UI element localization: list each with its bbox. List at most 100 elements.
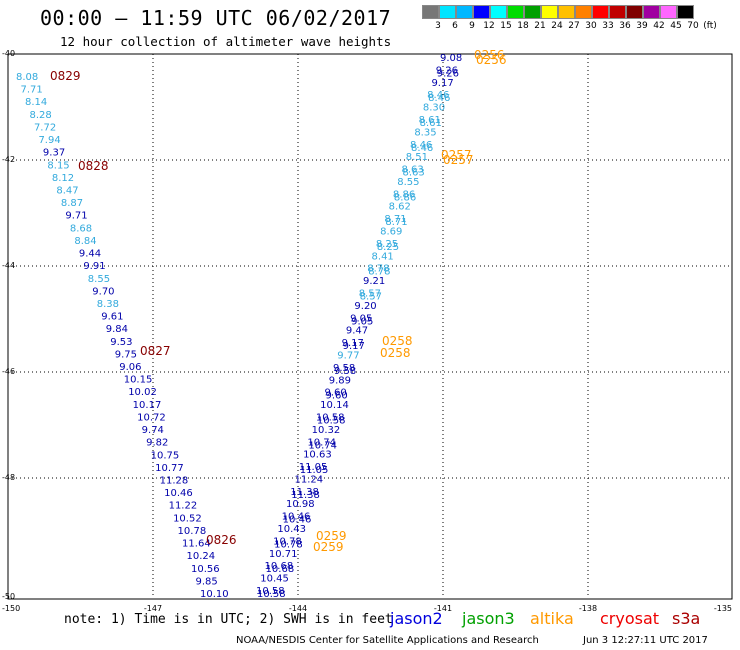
orbit-label-right: 0259 — [316, 529, 347, 543]
swh-label-left: 9.75 — [115, 349, 137, 360]
orbit-label-right: 0256 — [474, 48, 505, 62]
swh-label-right: 8.86 — [393, 189, 415, 200]
swh-label-right-overlap: 8.78 — [368, 267, 390, 278]
swh-label-right-overlap: 9.26 — [437, 68, 459, 79]
swh-label-right: 10.71 — [269, 549, 298, 560]
longitude-label: -144 — [289, 604, 307, 613]
legend-swatch — [524, 5, 541, 19]
swh-label-left: 10.72 — [137, 412, 166, 423]
legend-tick-label: 70 — [687, 21, 699, 31]
swh-label-right: 10.46 — [282, 512, 311, 523]
swh-label-left: 11.28 — [160, 476, 189, 487]
swh-label-right: 9.89 — [329, 375, 351, 386]
swh-label-right-overlap: 8.61 — [420, 118, 442, 129]
swh-label-right: 10.68 — [265, 561, 294, 572]
orbit-label-left: 0828 — [78, 159, 109, 173]
map-frame — [7, 53, 733, 600]
legend-swatch — [456, 5, 473, 19]
swh-label-left: 11.22 — [169, 501, 198, 512]
legend-tick-label: 42 — [653, 21, 665, 31]
swh-label-left: 10.02 — [128, 387, 157, 398]
orbit-label-left: 0829 — [50, 69, 81, 83]
swh-label-right-overlap: 10.58 — [317, 415, 346, 426]
map-subtitle: 12 hour collection of altimeter wave hei… — [60, 34, 392, 49]
swh-label-right: 8.41 — [372, 251, 394, 262]
legend-tick-label: 30 — [585, 21, 597, 31]
latitude-label: -48 — [2, 473, 15, 482]
swh-label-right: 9.21 — [363, 276, 385, 287]
legend-tick-label: 24 — [551, 21, 563, 31]
footer-note: note: 1) Time is in UTC; 2) SWH is in fe… — [64, 612, 393, 627]
longitude-label: -141 — [434, 604, 452, 613]
swh-label-right-overlap: 8.86 — [394, 192, 416, 203]
swh-label-right: 8.46 — [427, 90, 449, 101]
swh-label-right: 8.62 — [389, 202, 411, 213]
orbit-label-right: 0257 — [441, 148, 472, 162]
swh-label-right: 10.43 — [277, 524, 306, 535]
swh-label-right: 8.57 — [359, 289, 381, 300]
swh-label-right-overlap: 8.71 — [385, 217, 407, 228]
swh-label-left: 10.15 — [124, 375, 153, 386]
legend-tick-label: 3 — [435, 21, 441, 31]
swh-label-right: 10.58 — [316, 412, 345, 423]
legend-tick-label: 33 — [602, 21, 614, 31]
orbit-label-right: 0258 — [382, 334, 413, 348]
legend-swatch — [490, 5, 507, 19]
swh-label-left: 7.72 — [34, 122, 56, 133]
swh-label-right: 10.45 — [260, 574, 289, 585]
legend-swatch — [558, 5, 575, 19]
timestamp-text: Jun 3 12:27:11 UTC 2017 — [583, 635, 708, 646]
swh-label-right: 9.20 — [354, 301, 376, 312]
satellite-label: cryosat — [600, 609, 660, 628]
swh-label-left: 7.71 — [20, 85, 42, 96]
swh-label-left: 10.75 — [151, 450, 180, 461]
swh-label-right: 9.58 — [333, 363, 355, 374]
swh-label-left: 10.10 — [200, 589, 229, 600]
legend-swatch — [609, 5, 626, 19]
swh-label-left: 8.47 — [56, 185, 78, 196]
swh-label-right-overlap: 10.74 — [308, 440, 337, 451]
legend-swatch — [541, 5, 558, 19]
swh-label-right: 8.51 — [406, 152, 428, 163]
swh-label-right: 10.14 — [320, 400, 349, 411]
swh-label-right: 10.63 — [303, 450, 332, 461]
latitude-label: -46 — [2, 367, 15, 376]
swh-label-right: 8.69 — [380, 227, 402, 238]
swh-label-left: 9.82 — [146, 438, 168, 449]
axis-labels: -40 -42 -44 -46 -48 -50 -150 -147 -144 -141 -138 -1… — [2, 49, 732, 613]
orbit-label-right: 0258 — [380, 346, 411, 360]
legend-swatch — [507, 5, 524, 19]
swh-label-right: 9.17 — [431, 78, 453, 89]
swh-label-left: 9.37 — [43, 148, 65, 159]
swh-label-right: 8.63 — [401, 165, 423, 176]
legend-swatch — [660, 5, 677, 19]
swh-label-right-overlap: 9.17 — [343, 341, 365, 352]
swh-label-left: 8.84 — [74, 236, 96, 247]
swh-label-left: 10.56 — [191, 564, 220, 575]
swh-label-right-overlap: 8.25 — [377, 242, 399, 253]
legend-tick-label: 6 — [452, 21, 458, 31]
swh-label-right-overlap: 8.57 — [360, 292, 382, 303]
legend-tick-label: 36 — [619, 21, 631, 31]
swh-label-right-overlap: 8.63 — [402, 168, 424, 179]
swh-label-left: 9.85 — [196, 576, 218, 587]
swh-label-right: 9.60 — [324, 388, 346, 399]
swh-label-right-overlap: 9.58 — [334, 366, 356, 377]
legend-swatch — [677, 5, 694, 19]
swh-label-right: 8.46 — [410, 140, 432, 151]
swh-label-left: 10.46 — [164, 488, 193, 499]
legend-tick-label: 45 — [670, 21, 682, 31]
altimeter-tracks: 8.08 7.718.14 8.287.72 7.94 9.378.15 8.128.47… — [16, 48, 507, 600]
legend-swatch — [439, 5, 456, 19]
swh-label-right-overlap: 10.78 — [274, 539, 303, 550]
legend-swatch — [643, 5, 660, 19]
swh-label-right-overlap: 10.46 — [283, 515, 312, 526]
swh-label-left: 10.77 — [155, 463, 184, 474]
swh-label-right: 8.25 — [376, 239, 398, 250]
swh-label-left: 9.44 — [79, 249, 101, 260]
swh-label-left: 8.68 — [70, 223, 92, 234]
swh-label-right-overlap: 11.05 — [300, 465, 329, 476]
legend-tick-label: 27 — [568, 21, 580, 31]
swh-label-right: 9.08 — [440, 53, 462, 64]
legend-swatch — [626, 5, 643, 19]
